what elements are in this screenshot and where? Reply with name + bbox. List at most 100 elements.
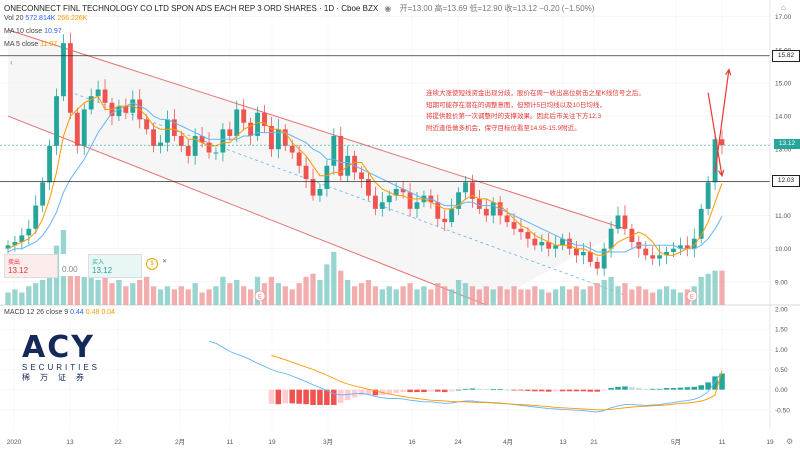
candle-body — [248, 122, 254, 136]
volume-bar — [241, 286, 247, 305]
volume-bar — [663, 286, 670, 305]
candle-body — [476, 198, 482, 209]
sell-button[interactable]: 卖出 13.12 — [4, 254, 58, 278]
candle-body — [587, 251, 593, 262]
volume-bar — [615, 286, 621, 305]
volume-bar — [220, 276, 226, 305]
time-tick-label: 11 — [719, 439, 726, 446]
volume-bar — [46, 273, 53, 305]
macd-histogram-bar — [566, 389, 573, 392]
macd-histogram-bar — [719, 373, 725, 390]
volume-bar — [338, 270, 344, 305]
annotation-line: 短期可能存在潜在的调整意图，但预计5日均线以及10日均线， — [426, 101, 606, 109]
candle-body — [123, 106, 129, 113]
macd-histogram-bar — [303, 389, 309, 405]
volume-bar — [372, 286, 379, 305]
candle-body — [511, 222, 517, 229]
forecast-arrow — [714, 69, 730, 173]
time-tick-label: 3月 — [323, 438, 333, 446]
macd-histogram-bar — [698, 385, 704, 390]
volume-bar — [365, 280, 372, 305]
candle-body — [664, 251, 669, 256]
analysis-annotation: 连续大涨使短线资金出现分歧，股价在周一收出高位射击之星K线信号之后， 短期可能存… — [426, 88, 726, 134]
buy-button[interactable]: 买入 13.12 — [88, 254, 142, 278]
volume-bar — [587, 286, 593, 305]
candle-body — [255, 112, 260, 136]
macd-histogram-bar — [712, 376, 718, 390]
price-scale-settings-icon[interactable]: ⌂ — [781, 3, 786, 12]
price-tick-label: 11.00 — [775, 213, 791, 220]
chart-settings-icon[interactable]: ⚙ — [786, 437, 794, 446]
macd-histogram-bar — [559, 389, 566, 392]
candle-body — [289, 145, 295, 153]
volume-bar — [275, 283, 281, 305]
volume-bar — [462, 283, 469, 305]
volume-bar — [12, 289, 18, 305]
macd-histogram-bar — [462, 388, 469, 390]
earnings-marker-label: E — [258, 295, 262, 301]
candle-body — [61, 43, 66, 97]
candle-body — [601, 248, 607, 269]
info-icon[interactable]: $ — [146, 258, 158, 270]
candle-body — [67, 43, 73, 113]
volume-bar — [178, 286, 184, 305]
macd-histogram-bar — [414, 389, 420, 393]
macd-histogram-bar — [393, 389, 399, 393]
candle-body — [490, 202, 496, 216]
volume-bar — [497, 286, 503, 305]
candle-body — [608, 228, 614, 249]
volume-bar — [116, 280, 122, 305]
candle-body — [192, 135, 198, 156]
macd-histogram-bar — [525, 389, 531, 391]
macd-histogram-bar — [331, 389, 337, 405]
volume-bar — [650, 292, 656, 305]
candle-body — [671, 248, 676, 252]
candle-body — [657, 255, 663, 259]
candle-body — [393, 188, 399, 196]
time-tick-label: 13 — [559, 439, 567, 446]
symbol-title[interactable]: ONECONNECT FINL TECHNOLOGY CO LTD SPON A… — [4, 4, 379, 13]
macd-legend[interactable]: MACD 12 26 close 9 0.44 0.48 0.04 — [4, 309, 115, 316]
macd-histogram-bar — [268, 389, 275, 404]
candle-body — [151, 129, 156, 146]
close-icon[interactable]: ✕ — [162, 259, 168, 265]
volume-bar — [234, 280, 240, 305]
ma10-legend[interactable]: MA 10 close 10.97 — [4, 28, 62, 35]
macd-histogram-bar — [365, 389, 372, 395]
candle-body — [352, 155, 358, 173]
ma5-legend[interactable]: MA 5 close 11.97 — [4, 41, 58, 48]
volume-bar — [469, 286, 476, 305]
volume-bar — [109, 283, 115, 305]
volume-bar — [157, 289, 164, 305]
macd-histogram-bar — [386, 389, 393, 395]
volume-bar — [580, 289, 586, 305]
macd-histogram-bar — [296, 389, 302, 404]
vol-legend[interactable]: Vol 20 572.814K 266.226K — [4, 15, 88, 22]
candle-body — [12, 242, 18, 246]
trend-channel-fill — [8, 29, 625, 306]
volume-bar — [130, 283, 136, 305]
macd-histogram-bar — [324, 389, 330, 405]
volume-bar — [358, 283, 365, 305]
volume-bar — [33, 283, 39, 305]
volume-bar — [40, 280, 46, 305]
macd-histogram-bar — [372, 389, 379, 396]
quick-trade-panel: 卖出 13.12 0.00 买入 13.12 $ ✕ — [4, 254, 172, 278]
earnings-marker — [686, 290, 698, 302]
volume-bar — [88, 273, 94, 305]
macd-histogram-bar — [684, 387, 691, 390]
collapse-legend-icon[interactable]: ‹ — [10, 58, 13, 67]
channel-upper-line — [7, 29, 626, 230]
macd-histogram-bar — [455, 389, 462, 391]
candle-body — [560, 238, 565, 246]
macd-histogram-bar — [337, 389, 344, 403]
ma5-line — [7, 95, 723, 256]
candle-body — [643, 248, 649, 256]
candle-body — [705, 182, 711, 209]
candle-body — [102, 89, 108, 103]
candle-body — [622, 215, 628, 229]
macd-histogram-bar — [608, 388, 614, 390]
eye-icon[interactable]: ◉ — [384, 4, 392, 13]
candle-body — [574, 248, 579, 256]
